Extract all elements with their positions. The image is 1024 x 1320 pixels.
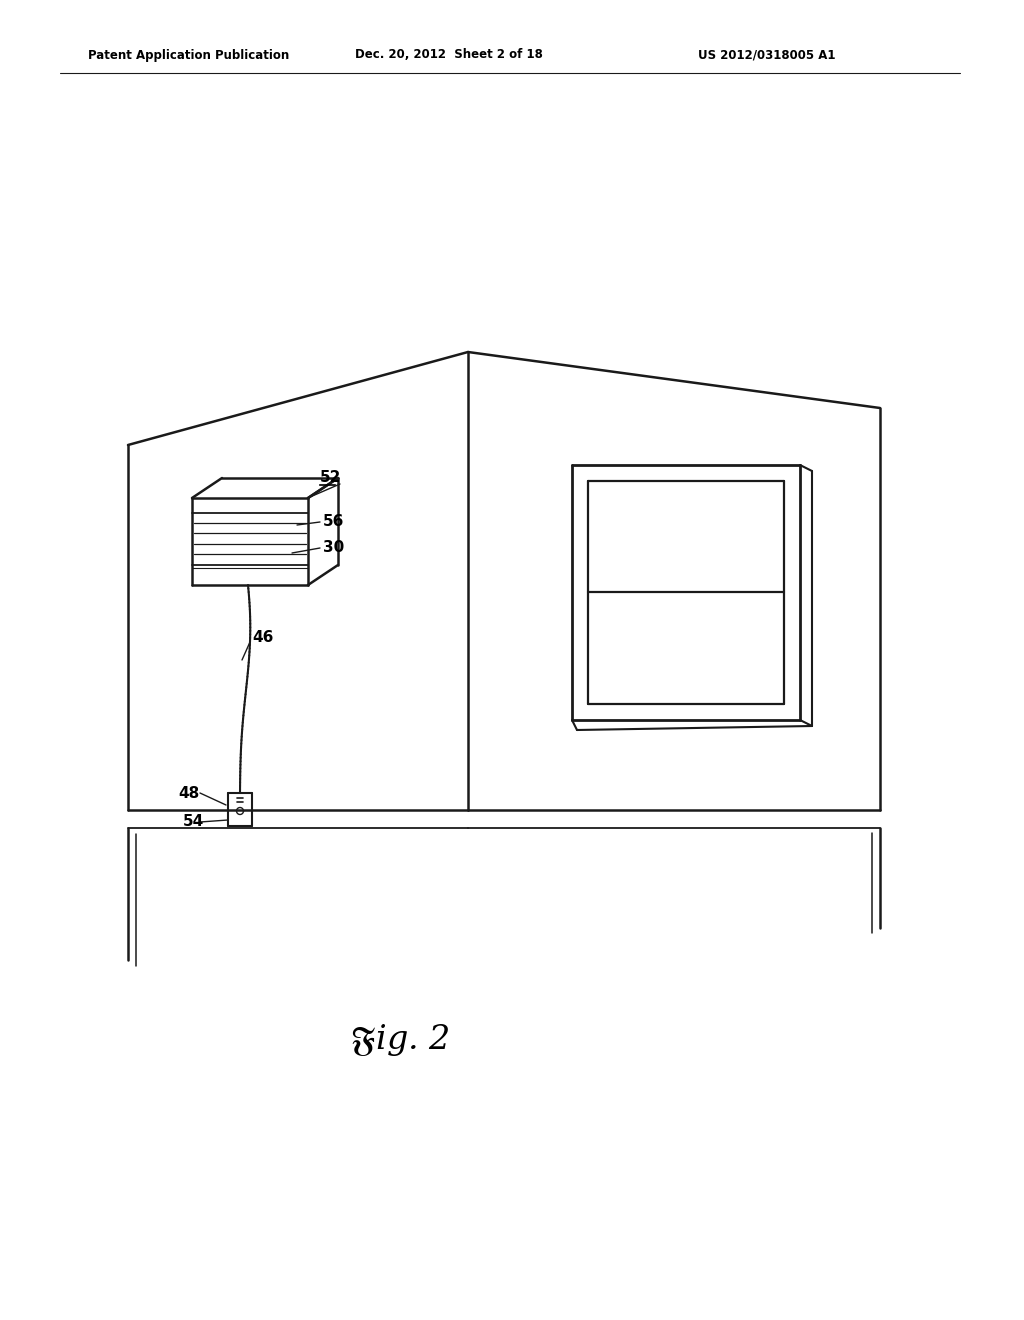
Text: Dec. 20, 2012  Sheet 2 of 18: Dec. 20, 2012 Sheet 2 of 18 [355, 49, 543, 62]
Text: US 2012/0318005 A1: US 2012/0318005 A1 [698, 49, 836, 62]
Text: 54: 54 [183, 814, 204, 829]
Text: Patent Application Publication: Patent Application Publication [88, 49, 289, 62]
Text: 30: 30 [323, 540, 344, 556]
Text: 56: 56 [323, 515, 344, 529]
Text: $\mathfrak{F}$ig. 2: $\mathfrak{F}$ig. 2 [350, 1022, 451, 1059]
Text: 46: 46 [252, 631, 273, 645]
Text: 52: 52 [319, 470, 341, 486]
Text: 48: 48 [178, 785, 200, 800]
